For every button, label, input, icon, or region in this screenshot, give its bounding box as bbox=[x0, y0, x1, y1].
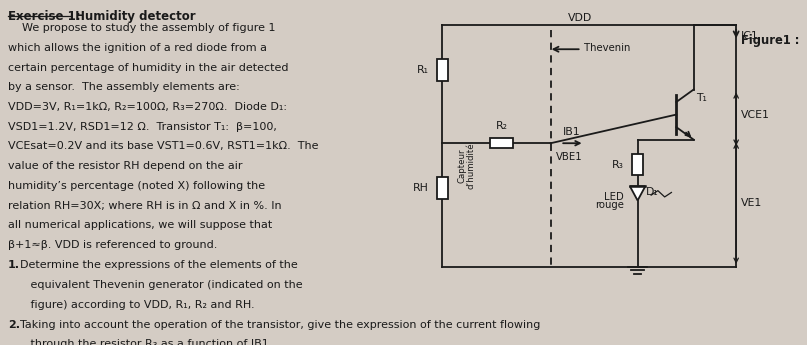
Text: which allows the ignition of a red diode from a: which allows the ignition of a red diode… bbox=[8, 43, 267, 53]
Text: Humidity detector: Humidity detector bbox=[70, 10, 195, 23]
Bar bbox=[437, 59, 448, 81]
Text: 1.: 1. bbox=[8, 260, 19, 270]
Text: IB1: IB1 bbox=[563, 127, 581, 137]
Bar bbox=[490, 138, 513, 148]
Text: Taking into account the operation of the transistor, give the expression of the : Taking into account the operation of the… bbox=[20, 319, 541, 329]
Text: IC1: IC1 bbox=[741, 31, 759, 41]
Text: R₁: R₁ bbox=[417, 65, 429, 75]
Text: R₂: R₂ bbox=[495, 121, 508, 131]
Text: 2.: 2. bbox=[8, 319, 19, 329]
Text: value of the resistor RH depend on the air: value of the resistor RH depend on the a… bbox=[8, 161, 242, 171]
Text: humidity’s percentage (noted X) following the: humidity’s percentage (noted X) followin… bbox=[8, 181, 265, 191]
Text: by a sensor.  The assembly elements are:: by a sensor. The assembly elements are: bbox=[8, 82, 240, 92]
Text: We propose to study the assembly of figure 1: We propose to study the assembly of figu… bbox=[8, 23, 275, 33]
Text: VDD=3V, R₁=1kΩ, R₂=100Ω, R₃=270Ω.  Diode D₁:: VDD=3V, R₁=1kΩ, R₂=100Ω, R₃=270Ω. Diode … bbox=[8, 102, 286, 112]
Bar bbox=[633, 154, 643, 176]
Text: Thevenin: Thevenin bbox=[583, 43, 630, 53]
Text: Capteur: Capteur bbox=[458, 148, 466, 183]
Text: equivalent Thevenin generator (indicated on the: equivalent Thevenin generator (indicated… bbox=[20, 280, 303, 290]
Text: VE1: VE1 bbox=[741, 198, 763, 208]
Text: R₃: R₃ bbox=[613, 160, 624, 170]
Text: VSD1=1.2V, RSD1=12 Ω.  Transistor T₁:  β=100,: VSD1=1.2V, RSD1=12 Ω. Transistor T₁: β=1… bbox=[8, 122, 277, 132]
Text: through the resistor R₃ as a function of IB1.: through the resistor R₃ as a function of… bbox=[20, 339, 273, 345]
Text: RH: RH bbox=[413, 183, 429, 193]
Text: VCEsat=0.2V and its base VST1=0.6V, RST1=1kΩ.  The: VCEsat=0.2V and its base VST1=0.6V, RST1… bbox=[8, 141, 318, 151]
Text: d’humidité: d’humidité bbox=[467, 142, 476, 189]
Text: certain percentage of humidity in the air detected: certain percentage of humidity in the ai… bbox=[8, 63, 288, 73]
Text: Determine the expressions of the elements of the: Determine the expressions of the element… bbox=[20, 260, 298, 270]
Text: LED: LED bbox=[604, 192, 624, 202]
Text: relation RH=30X; where RH is in Ω and X in %. In: relation RH=30X; where RH is in Ω and X … bbox=[8, 200, 282, 210]
Text: VBE1: VBE1 bbox=[555, 152, 582, 162]
Text: all numerical applications, we will suppose that: all numerical applications, we will supp… bbox=[8, 220, 272, 230]
Polygon shape bbox=[630, 186, 646, 200]
Text: β+1≈β. VDD is referenced to ground.: β+1≈β. VDD is referenced to ground. bbox=[8, 240, 217, 250]
Text: figure) according to VDD, R₁, R₂ and RH.: figure) according to VDD, R₁, R₂ and RH. bbox=[20, 300, 255, 310]
Text: D₁: D₁ bbox=[646, 187, 659, 197]
Bar bbox=[437, 177, 448, 199]
Text: rouge: rouge bbox=[596, 200, 624, 210]
Text: VCE1: VCE1 bbox=[741, 110, 770, 120]
Text: Exercise 1:: Exercise 1: bbox=[8, 10, 81, 23]
Text: Figure1 :: Figure1 : bbox=[741, 34, 800, 47]
Text: VDD: VDD bbox=[567, 12, 592, 22]
Text: T₁: T₁ bbox=[696, 93, 706, 104]
